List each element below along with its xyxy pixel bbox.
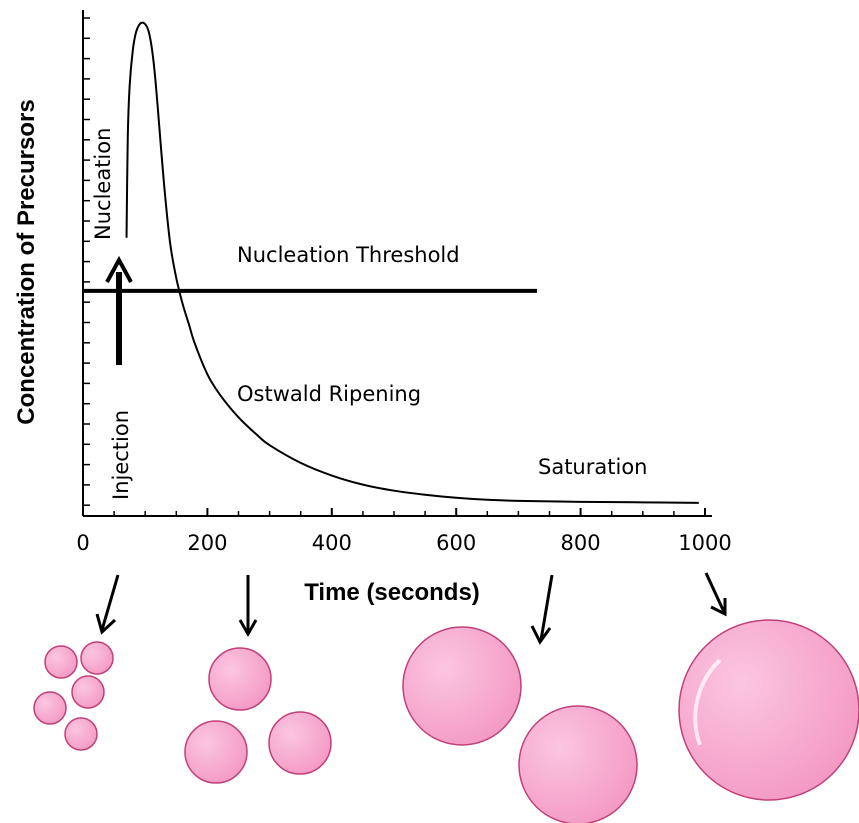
large-particles-cluster (402, 626, 638, 823)
x-tick-label: 800 (561, 531, 601, 555)
particle (71, 675, 105, 709)
particle (402, 626, 522, 746)
x-axis-ticks (82, 508, 706, 516)
y-axis-title: Concentration of Precursors (13, 99, 40, 424)
x-tick-label: 0 (76, 531, 89, 555)
particle-illustrations (33, 619, 859, 823)
particle-highlight (693, 658, 722, 746)
injection-arrow (105, 255, 133, 365)
nucleation-threshold-label: Nucleation Threshold (237, 243, 460, 267)
particle (33, 691, 67, 725)
y-axis (82, 10, 90, 516)
largest-particle (678, 619, 859, 801)
x-tick-label: 200 (187, 531, 227, 555)
saturation-label: Saturation (538, 455, 647, 479)
x-tick-label: 600 (436, 531, 476, 555)
particle (678, 619, 859, 801)
small-particles-cluster (33, 641, 114, 751)
x-axis: 0 200 400 600 800 1000 (76, 508, 732, 555)
particle (44, 645, 78, 679)
particle (80, 641, 114, 675)
ostwald-ripening-label: Ostwald Ripening (237, 382, 421, 406)
x-tick-label: 400 (312, 531, 352, 555)
x-tick-labels: 0 200 400 600 800 1000 (76, 531, 731, 555)
particle (518, 705, 638, 823)
pointer-arrows (95, 572, 727, 645)
x-tick-label: 1000 (678, 531, 731, 555)
particle (184, 720, 248, 784)
medium-particles-cluster (184, 647, 332, 784)
y-axis-ticks (83, 17, 90, 506)
particle (208, 647, 272, 711)
injection-label: Injection (109, 410, 133, 500)
particle (268, 711, 332, 775)
nucleation-label: Nucleation (91, 128, 115, 240)
x-axis-title: Time (seconds) (304, 579, 480, 606)
particle (64, 717, 98, 751)
concentration-curve (125, 21, 699, 504)
